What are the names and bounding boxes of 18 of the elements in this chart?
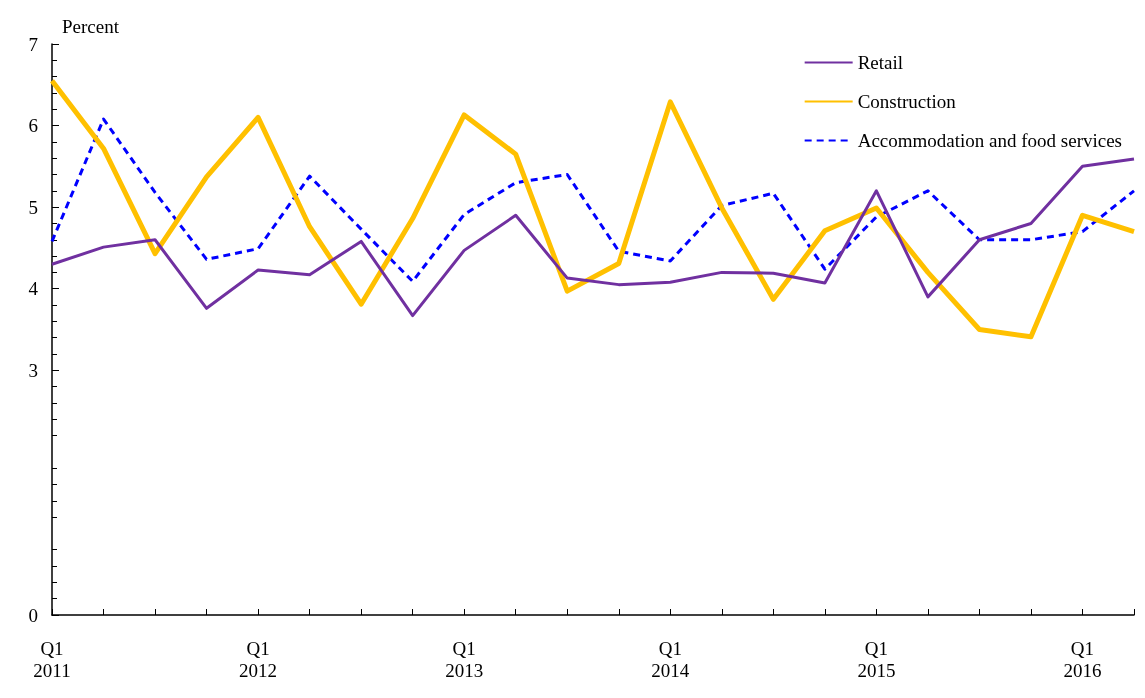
legend-label: Retail: [857, 52, 904, 73]
legend-label: Construction: [857, 91, 957, 112]
x-tick-label: Q1 2011: [33, 637, 71, 681]
y-tick-label: 3: [28, 359, 38, 381]
x-tick-label: Q1 2015: [857, 637, 896, 681]
y-tick-label: 0: [28, 604, 38, 626]
y-tick-label: 5: [28, 196, 38, 218]
x-tick-label: Q1 2012: [239, 637, 278, 681]
y-tick-label: 4: [28, 278, 39, 300]
x-tick-label: Q1 2014: [651, 637, 690, 681]
y-tick-label: 7: [28, 33, 38, 55]
legend-label: Accommodation and food services: [857, 130, 1122, 151]
x-tick-label: Q1 2016: [1063, 637, 1102, 681]
line-series: [50, 157, 1136, 318]
line-series: [50, 117, 1136, 283]
y-tick-label: 6: [28, 115, 38, 137]
x-tick-label: Q1 2013: [445, 637, 484, 681]
y-axis-title: Percent: [62, 16, 120, 37]
